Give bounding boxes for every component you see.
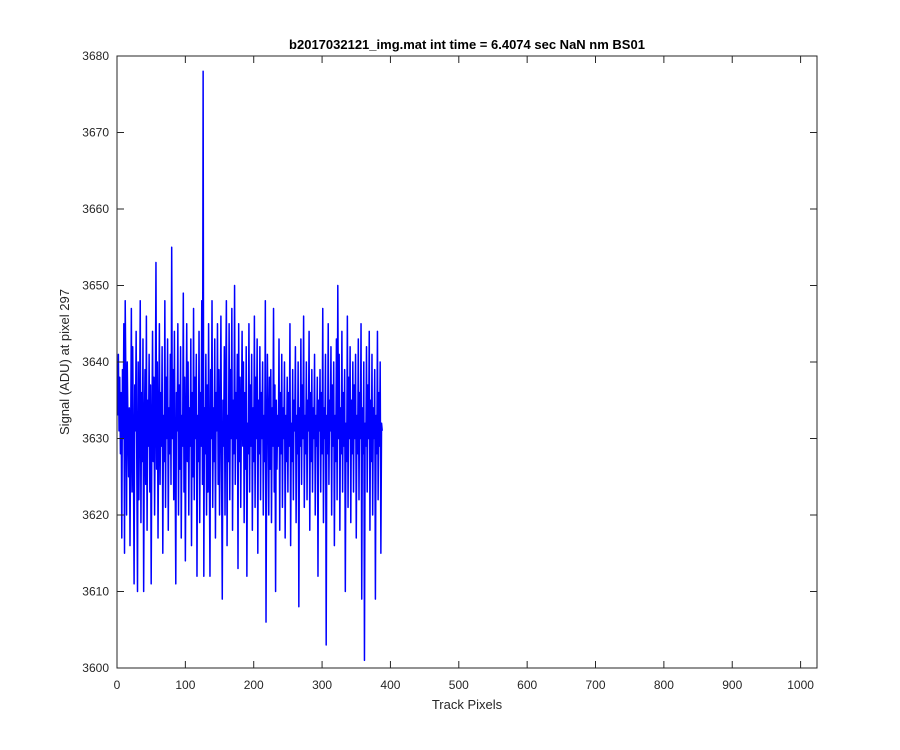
x-tick-label: 400 [380,678,400,692]
y-tick-label: 3630 [82,432,109,446]
x-tick-label: 500 [449,678,469,692]
x-tick-label: 300 [312,678,332,692]
series-layer [116,70,383,662]
x-tick-label: 800 [654,678,674,692]
x-tick-label: 100 [175,678,195,692]
x-tick-label: 0 [114,678,121,692]
x-tick-label: 600 [517,678,537,692]
y-tick-label: 3610 [82,585,109,599]
chart-title: b2017032121_img.mat int time = 6.4074 se… [289,37,645,52]
x-axis-label: Track Pixels [432,697,503,712]
y-axis: 3600 3610 3620 3630 3640 3650 3660 3670 3680 [82,49,817,675]
series-line [116,70,383,662]
x-tick-label: 900 [722,678,742,692]
x-tick-label: 700 [586,678,606,692]
y-tick-label: 3670 [82,126,109,140]
x-tick-label: 200 [244,678,264,692]
y-tick-label: 3680 [82,49,109,63]
y-tick-label: 3660 [82,202,109,216]
y-axis-label: Signal (ADU) at pixel 297 [57,289,72,435]
y-tick-label: 3650 [82,279,109,293]
y-tick-label: 3600 [82,661,109,675]
y-tick-label: 3620 [82,508,109,522]
x-tick-label: 1000 [787,678,814,692]
x-axis: 0 100 200 300 400 500 600 700 800 900 1000 [114,56,814,692]
y-tick-label: 3640 [82,355,109,369]
